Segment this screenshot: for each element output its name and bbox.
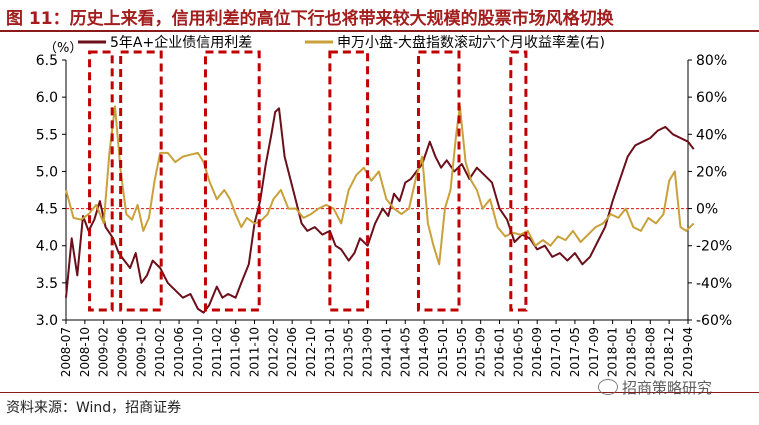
x-tick-label: 2014-09 [417,327,431,377]
highlight-window [88,50,114,312]
highlight-window [328,50,370,312]
x-tick-label: 2012-02 [266,327,280,377]
highlight-window [509,50,528,312]
x-tick-label: 2018-12 [662,327,676,377]
right-tick-label: 40% [696,127,727,143]
legend-label-credit-spread: 5年A+企业债信用利差 [110,34,252,51]
x-tick-label: 2018-05 [624,327,638,377]
x-tick-label: 2016-09 [530,327,544,377]
x-tick-label: 2019-04 [681,327,695,377]
right-tick-label: -60% [696,313,732,329]
legend-label-return-diff: 申万小盘-大盘指数滚动六个月收益率差(右) [337,34,605,51]
source-note: 资料来源：Wind，招商证券 [6,400,182,416]
highlight-window [416,50,461,312]
left-tick-label: 3.5 [36,276,58,292]
right-tick-label: 60% [696,90,727,106]
bottom-rule [0,392,759,393]
x-tick-label: 2017-01 [549,327,563,377]
left-tick-label: 4.5 [36,202,58,218]
watermark-text: 招商策略研究 [622,379,713,397]
x-tick-label: 2010-10 [191,327,205,377]
x-tick-label: 2013-09 [361,327,375,377]
highlight-window [119,50,163,312]
x-tick-label: 2016-01 [493,327,507,377]
x-tick-label: 2015-09 [474,327,488,377]
left-tick-label: 5.5 [36,127,58,143]
x-tick-label: 2008-07 [59,327,73,377]
right-tick-label: -20% [696,239,732,255]
right-tick-label: 80% [696,53,727,69]
left-tick-label: 4.0 [36,239,58,255]
x-tick-label: 2014-01 [379,327,393,377]
title-bar: 图 11：历史上来看，信用利差的高位下行也将带来较大规模的股票市场风格切换 [0,0,759,32]
chart-title: 图 11：历史上来看，信用利差的高位下行也将带来较大规模的股票市场风格切换 [6,9,614,29]
left-tick-label: 6.5 [36,53,58,69]
x-tick-label: 2008-10 [78,327,92,377]
x-tick-label: 2013-01 [323,327,337,377]
x-tick-label: 2012-06 [285,327,299,377]
highlight-window [203,50,261,312]
x-tick-label: 2010-02 [153,327,167,377]
x-tick-label: 2016-05 [511,327,525,377]
small-large-cap-return-line [65,105,695,266]
x-tick-label: 2017-09 [587,327,601,377]
right-tick-label: 20% [696,164,727,180]
x-tick-label: 2009-02 [97,327,111,377]
credit-spread-line [65,107,695,314]
x-tick-label: 2009-10 [134,327,148,377]
x-tick-label: 2015-01 [436,327,450,377]
x-tick-label: 2013-05 [342,327,356,377]
wechat-icon [598,379,618,395]
x-tick-label: 2018-01 [606,327,620,377]
watermark: 招商策略研究 [598,377,712,398]
right-tick-label: -40% [696,276,732,292]
x-tick-label: 2011-10 [247,327,261,377]
x-tick-label: 2012-10 [304,327,318,377]
x-tick-label: 2014-05 [398,327,412,377]
left-axis-unit: （%） [44,41,82,56]
left-tick-label: 5.0 [36,164,58,180]
x-tick-label: 2011-06 [229,327,243,377]
x-tick-label: 2009-06 [116,327,130,377]
left-tick-label: 6.0 [36,90,58,106]
x-tick-label: 2015-05 [455,327,469,377]
left-tick-label: 3.0 [36,313,58,329]
x-tick-label: 2010-06 [172,327,186,377]
x-tick-label: 2011-02 [210,327,224,377]
x-tick-label: 2018-08 [643,327,657,377]
right-tick-label: 0% [696,202,718,218]
x-tick-label: 2017-05 [568,327,582,377]
